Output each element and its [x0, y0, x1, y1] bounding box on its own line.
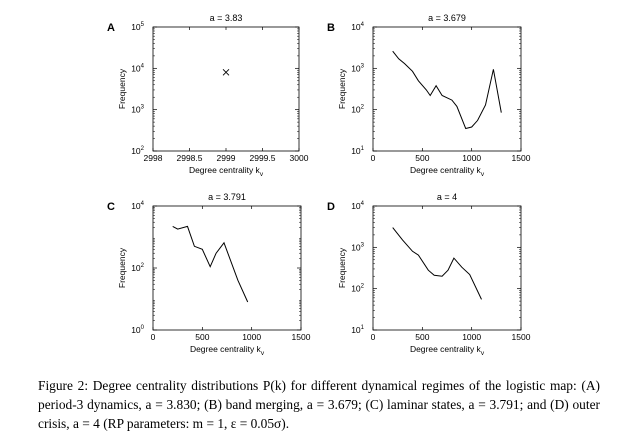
y-tick-label: 103 — [131, 105, 144, 115]
x-tick-label: 2998 — [144, 153, 163, 163]
y-tick-label: 105 — [131, 22, 144, 32]
panel-title: a = 3.791 — [208, 192, 246, 202]
panel-title: a = 3.679 — [428, 13, 466, 23]
y-tick-label: 104 — [351, 22, 364, 32]
x-tick-label: 3000 — [290, 153, 309, 163]
y-tick-label: 102 — [351, 284, 364, 294]
x-tick-label: 500 — [195, 332, 209, 342]
x-tick-label: 2999 — [217, 153, 236, 163]
y-axis-label: Frequency — [117, 68, 127, 109]
x-tick-label: 0 — [371, 153, 376, 163]
panel-b: Ba = 3.679 0 500 1000 1500 101 102 103 104 Degree… — [327, 13, 531, 178]
x-axis-label: Degree centrality kv — [189, 165, 264, 178]
x-axis-label: Degree centrality kv — [410, 344, 485, 357]
figure-panels: Aa = 3.83 2998 2998.5 2999 2999.5 3000 102 103 1… — [107, 13, 531, 357]
x-tick-label: 2999.5 — [250, 153, 276, 163]
y-tick-label: 102 — [131, 146, 144, 156]
x-tick-label: 2998.5 — [177, 153, 203, 163]
plot-frame — [372, 26, 522, 152]
data-series-line — [172, 225, 249, 303]
y-tick-label: 102 — [131, 263, 144, 273]
x-tick-label: 1000 — [462, 332, 481, 342]
panel-title: a = 4 — [437, 192, 457, 202]
y-tick-label: 103 — [351, 242, 364, 252]
y-tick-label: 101 — [351, 325, 364, 335]
panel-d: Da = 4 0 500 1000 1500 101 102 103 104 Degree cen… — [327, 192, 531, 357]
plot-frame — [152, 205, 302, 331]
panel-letter: D — [327, 201, 335, 213]
x-tick-label: 0 — [151, 332, 156, 342]
x-tick-label: 1000 — [462, 153, 481, 163]
panel-a: Aa = 3.83 2998 2998.5 2999 2999.5 3000 102 103 1… — [107, 13, 309, 178]
panel-title: a = 3.83 — [210, 13, 243, 23]
x-tick-label: 500 — [415, 332, 429, 342]
plot-frame — [372, 205, 522, 331]
y-axis-label: Frequency — [337, 68, 347, 109]
panel-letter: A — [107, 22, 115, 34]
x-axis-label: Degree centrality kv — [190, 344, 265, 357]
x-axis-label: Degree centrality kv — [410, 165, 485, 178]
data-point-x-marker — [222, 69, 230, 76]
panel-letter: C — [107, 201, 115, 213]
y-tick-label: 104 — [351, 201, 364, 211]
y-axis-label: Frequency — [337, 247, 347, 288]
x-tick-label: 1500 — [512, 332, 531, 342]
x-tick-label: 500 — [415, 153, 429, 163]
figure-caption: Figure 2: Degree centrality distribution… — [38, 378, 600, 431]
x-tick-label: 0 — [371, 332, 376, 342]
y-tick-label: 102 — [351, 105, 364, 115]
data-series-line — [392, 50, 502, 130]
y-tick-label: 104 — [131, 63, 144, 73]
panel-c: Ca = 3.791 0 500 1000 1500 100 102 104 Degree ce… — [107, 192, 311, 357]
data-series-line — [392, 227, 482, 300]
y-tick-label: 100 — [131, 325, 144, 335]
plot-frame — [152, 26, 300, 152]
y-tick-label: 103 — [351, 63, 364, 73]
y-tick-label: 101 — [351, 146, 364, 156]
y-tick-label: 104 — [131, 201, 144, 211]
x-tick-label: 1500 — [292, 332, 311, 342]
marker-stroke — [222, 69, 230, 76]
x-tick-label: 1500 — [512, 153, 531, 163]
y-axis-label: Frequency — [117, 247, 127, 288]
panel-letter: B — [327, 22, 335, 34]
x-tick-label: 1000 — [242, 332, 261, 342]
